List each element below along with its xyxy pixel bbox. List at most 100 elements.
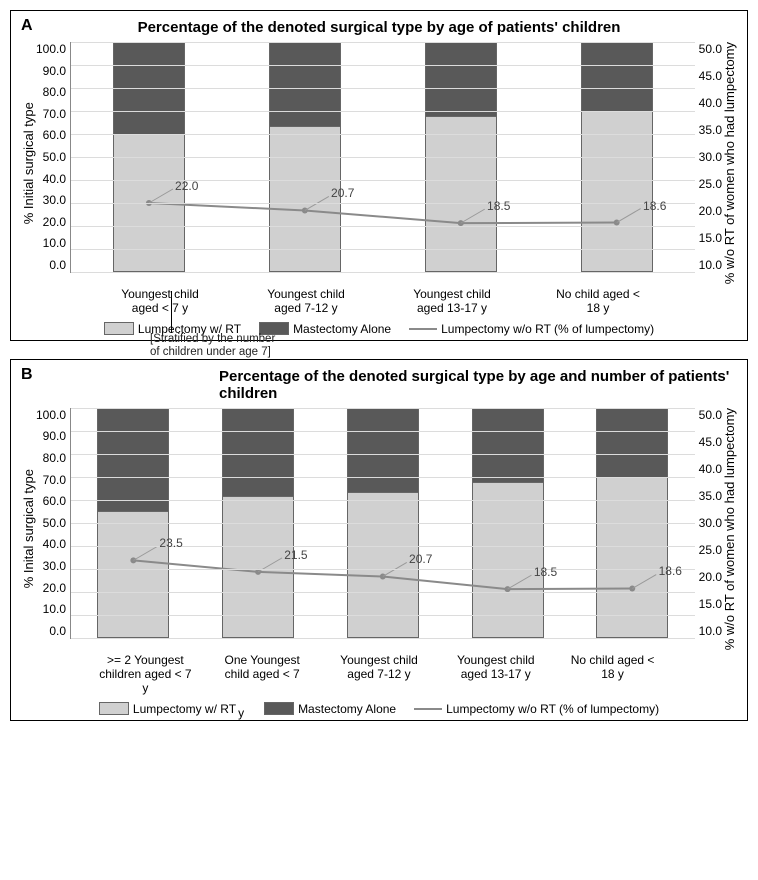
tick-label: 90.0 — [36, 429, 66, 443]
bar-segment-mastectomy — [348, 409, 418, 493]
x-axis-label: >= 2 Youngest children aged < 7 y — [95, 654, 195, 695]
chart-title-b: Percentage of the denoted surgical type … — [19, 368, 739, 402]
grid-line — [71, 203, 695, 204]
swatch-icon — [104, 322, 134, 335]
line-icon — [409, 328, 437, 330]
tick-label: 15.0 — [699, 231, 722, 245]
tick-label: 10.0 — [699, 624, 722, 638]
bar-segment-lumpectomy — [426, 117, 496, 271]
line-data-label: 22.0 — [175, 179, 198, 193]
bar-segment-mastectomy — [98, 409, 168, 512]
tick-label: 50.0 — [699, 408, 722, 422]
line-data-label: 21.5 — [284, 548, 307, 562]
legend-b: Lumpectomy w/ RT y Mastectomy Alone Lump… — [19, 702, 739, 716]
line-data-label: 18.5 — [487, 199, 510, 213]
bar-segment-mastectomy — [270, 43, 340, 127]
y-axis-right-label: % w/o RT of women who had lumpectomy — [722, 42, 739, 284]
tick-label: 25.0 — [699, 177, 722, 191]
tick-label: 0.0 — [36, 624, 66, 638]
tick-label: 20.0 — [699, 570, 722, 584]
legend-item: Mastectomy Alone — [264, 702, 396, 716]
line-data-label: 20.7 — [331, 186, 354, 200]
x-axis-label: No child aged < 18 y — [548, 288, 648, 316]
grid-line — [71, 157, 695, 158]
tick-label: 45.0 — [699, 69, 722, 83]
plot-area-b: 23.521.520.718.518.6 — [70, 408, 695, 639]
bar-segment-mastectomy — [582, 43, 652, 112]
tick-label: 70.0 — [36, 107, 66, 121]
bar-segment-mastectomy — [597, 409, 667, 478]
x-axis-label: One Youngest child aged < 7 — [212, 654, 312, 695]
grid-line — [71, 431, 695, 432]
tick-label: 80.0 — [36, 85, 66, 99]
tick-label: 80.0 — [36, 451, 66, 465]
bar-segment-mastectomy — [426, 43, 496, 117]
grid-line — [71, 638, 695, 639]
tick-label: 40.0 — [699, 462, 722, 476]
tick-label: 20.0 — [699, 204, 722, 218]
tick-label: 10.0 — [699, 258, 722, 272]
x-axis-label: Youngest child aged 13-17 y — [446, 654, 546, 695]
tick-label: 35.0 — [699, 489, 722, 503]
panel-a: A Percentage of the denoted surgical typ… — [10, 10, 748, 341]
tick-label: 10.0 — [36, 236, 66, 250]
chart-title-a: Percentage of the denoted surgical type … — [19, 19, 739, 36]
panel-letter: A — [21, 17, 33, 35]
tick-label: 60.0 — [36, 494, 66, 508]
bar-segment-lumpectomy — [473, 483, 543, 637]
y-ticks-left: 100.090.080.070.060.050.040.030.020.010.… — [36, 408, 70, 638]
y-ticks-right: 50.045.040.035.030.025.020.015.010.0 — [695, 42, 722, 272]
tick-label: 35.0 — [699, 123, 722, 137]
tick-label: 30.0 — [36, 193, 66, 207]
x-axis-label: Youngest child aged 7-12 y — [256, 288, 356, 316]
grid-line — [71, 477, 695, 478]
grid-line — [71, 226, 695, 227]
y-axis-left-label: % Initial surgical type — [19, 42, 36, 284]
tick-label: 50.0 — [36, 516, 66, 530]
chart-body-b: % Inital surgical type 100.090.080.070.0… — [19, 408, 739, 650]
grid-line — [71, 592, 695, 593]
tick-label: 40.0 — [36, 172, 66, 186]
tick-label: 90.0 — [36, 64, 66, 78]
line-data-label: 18.5 — [534, 565, 557, 579]
bar-segment-lumpectomy — [98, 512, 168, 637]
swatch-icon — [99, 702, 129, 715]
tick-label: 40.0 — [699, 96, 722, 110]
grid-line — [71, 180, 695, 181]
swatch-icon — [264, 702, 294, 715]
grid-line — [71, 42, 695, 43]
x-axis-label: Youngest child aged 7-12 y — [329, 654, 429, 695]
bar-segment-mastectomy — [473, 409, 543, 483]
tick-label: 30.0 — [699, 516, 722, 530]
panel-b: B Percentage of the denoted surgical typ… — [10, 359, 748, 721]
bar-segment-lumpectomy — [597, 478, 667, 637]
line-data-label: 18.6 — [643, 199, 666, 213]
connector-line — [171, 291, 172, 333]
grid-line — [71, 111, 695, 112]
x-labels-a: Youngest child aged < 7 yYoungest child … — [87, 288, 671, 316]
tick-label: 40.0 — [36, 537, 66, 551]
grid-line — [71, 65, 695, 66]
tick-label: 45.0 — [699, 435, 722, 449]
line-icon — [414, 708, 442, 710]
line-data-label: 23.5 — [159, 536, 182, 550]
grid-line — [71, 88, 695, 89]
tick-label: 30.0 — [699, 150, 722, 164]
stratification-note: [Stratified by the number of children un… — [150, 333, 280, 359]
legend-item: Lumpectomy w/ RT y — [99, 702, 246, 716]
chart-body-a: % Initial surgical type 100.090.080.070.… — [19, 42, 739, 284]
grid-line — [71, 569, 695, 570]
tick-label: 25.0 — [699, 543, 722, 557]
tick-label: 100.0 — [36, 408, 66, 422]
bar-segment-lumpectomy — [582, 112, 652, 271]
grid-line — [71, 272, 695, 273]
x-axis-label: No child aged < 18 y — [563, 654, 663, 695]
tick-label: 70.0 — [36, 473, 66, 487]
grid-line — [71, 523, 695, 524]
line-data-label: 20.7 — [409, 552, 432, 566]
x-labels-b: >= 2 Youngest children aged < 7 y One You… — [87, 654, 671, 695]
grid-line — [71, 134, 695, 135]
tick-label: 15.0 — [699, 597, 722, 611]
grid-line — [71, 454, 695, 455]
tick-label: 0.0 — [36, 258, 66, 272]
